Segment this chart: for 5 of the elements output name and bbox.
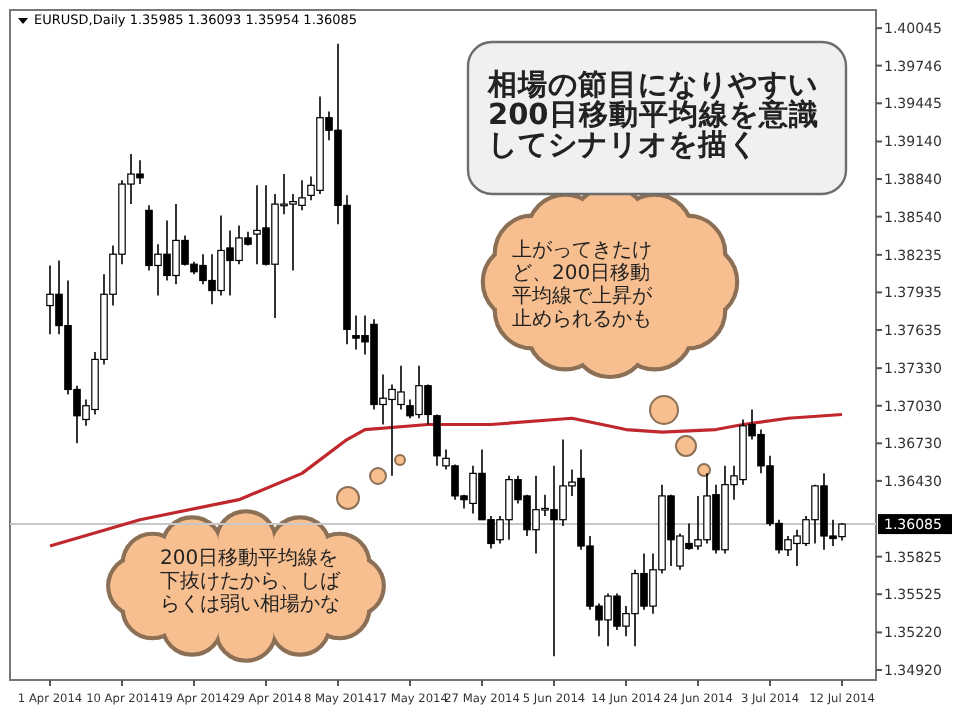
- annotation: 上がってきたけど、200日移動平均線で上昇が止められるかも: [512, 238, 654, 331]
- line-series: [48, 412, 844, 548]
- annotation: 相場の節目になりやすい200日移動平均線を意識してシナリオを描く: [486, 68, 819, 162]
- candlestick: [433, 413, 441, 467]
- annotation: 200日移動平均線を下抜けたから、しばらくは弱い相場かな: [160, 546, 342, 616]
